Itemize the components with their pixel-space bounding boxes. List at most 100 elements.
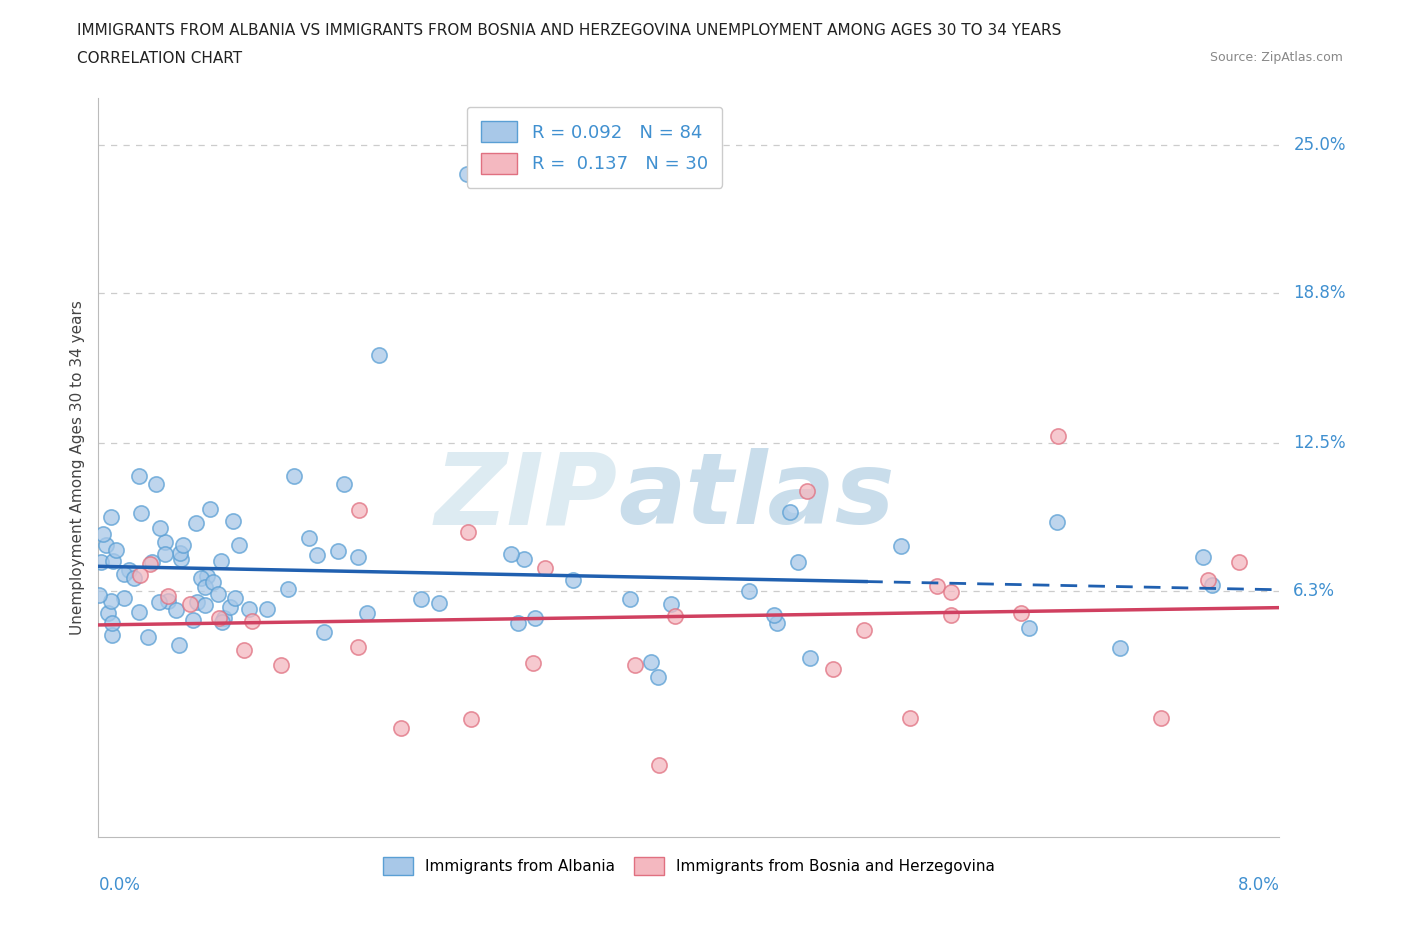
Point [101, 553, 124, 568]
Point [141, 554, 163, 569]
Point [238, 601, 260, 616]
Text: ZIP: ZIP [434, 448, 619, 545]
Point [925, 578, 948, 593]
Point [100, 616, 122, 631]
Point [198, 502, 221, 517]
Text: 18.8%: 18.8% [1294, 285, 1346, 302]
Point [346, 549, 368, 564]
Point [457, 525, 479, 539]
Point [153, 547, 176, 562]
Point [169, 546, 191, 561]
Point [219, 600, 242, 615]
Point [87, 588, 110, 603]
Point [167, 637, 190, 652]
Point [640, 655, 662, 670]
Point [460, 711, 482, 726]
Text: 25.0%: 25.0% [1294, 137, 1346, 154]
Point [763, 607, 786, 622]
Point [129, 568, 152, 583]
Point [1046, 514, 1069, 529]
Point [623, 658, 645, 672]
Point [228, 538, 250, 552]
Point [190, 571, 212, 586]
Point [409, 592, 432, 607]
Point [128, 604, 150, 619]
Point [222, 513, 245, 528]
Text: 0.0%: 0.0% [98, 876, 141, 894]
Text: 8.0%: 8.0% [1237, 876, 1279, 894]
Point [149, 521, 172, 536]
Point [202, 575, 225, 590]
Point [139, 557, 162, 572]
Point [128, 469, 150, 484]
Point [240, 614, 263, 629]
Point [183, 613, 205, 628]
Point [368, 348, 391, 363]
Point [100, 593, 122, 608]
Point [233, 643, 256, 658]
Point [1150, 711, 1173, 725]
Point [619, 591, 641, 606]
Point [136, 630, 159, 644]
Point [647, 669, 669, 684]
Y-axis label: Unemployment Among Ages 30 to 34 years: Unemployment Among Ages 30 to 34 years [69, 299, 84, 635]
Point [307, 548, 329, 563]
Point [796, 484, 818, 498]
Point [766, 616, 789, 631]
Point [1018, 620, 1040, 635]
Point [157, 589, 180, 604]
Point [90, 554, 112, 569]
Point [194, 579, 217, 594]
Point [170, 551, 193, 566]
Point [91, 526, 114, 541]
Point [524, 610, 547, 625]
Text: IMMIGRANTS FROM ALBANIA VS IMMIGRANTS FROM BOSNIA AND HERZEGOVINA UNEMPLOYMENT A: IMMIGRANTS FROM ALBANIA VS IMMIGRANTS FR… [77, 23, 1062, 38]
Text: Source: ZipAtlas.com: Source: ZipAtlas.com [1209, 51, 1343, 64]
Point [852, 623, 875, 638]
Point [347, 502, 370, 517]
Point [513, 551, 536, 566]
Point [1046, 429, 1070, 444]
Point [112, 591, 135, 605]
Point [145, 477, 167, 492]
Point [270, 658, 292, 672]
Point [195, 568, 218, 583]
Point [1192, 550, 1215, 565]
Point [209, 554, 232, 569]
Point [186, 595, 208, 610]
Point [506, 615, 529, 630]
Point [457, 166, 479, 181]
Point [298, 531, 321, 546]
Point [104, 543, 127, 558]
Legend: Immigrants from Albania, Immigrants from Bosnia and Herzegovina: Immigrants from Albania, Immigrants from… [377, 851, 1001, 881]
Point [256, 602, 278, 617]
Point [779, 504, 801, 519]
Point [738, 584, 761, 599]
Point [900, 711, 922, 725]
Text: 6.3%: 6.3% [1294, 582, 1336, 601]
Text: CORRELATION CHART: CORRELATION CHART [77, 51, 242, 66]
Point [277, 581, 299, 596]
Point [664, 608, 686, 623]
Point [1109, 641, 1132, 656]
Point [212, 611, 235, 626]
Point [648, 758, 671, 773]
Point [172, 538, 194, 552]
Text: atlas: atlas [619, 448, 894, 545]
Point [326, 544, 349, 559]
Point [333, 476, 356, 491]
Point [224, 591, 246, 605]
Point [211, 615, 233, 630]
Point [427, 595, 450, 610]
Point [97, 605, 120, 620]
Point [1197, 573, 1219, 588]
Point [94, 538, 117, 552]
Point [153, 535, 176, 550]
Point [389, 721, 412, 736]
Point [1227, 554, 1250, 569]
Point [101, 628, 124, 643]
Point [499, 546, 522, 561]
Point [207, 587, 229, 602]
Point [522, 656, 544, 671]
Point [1010, 605, 1032, 620]
